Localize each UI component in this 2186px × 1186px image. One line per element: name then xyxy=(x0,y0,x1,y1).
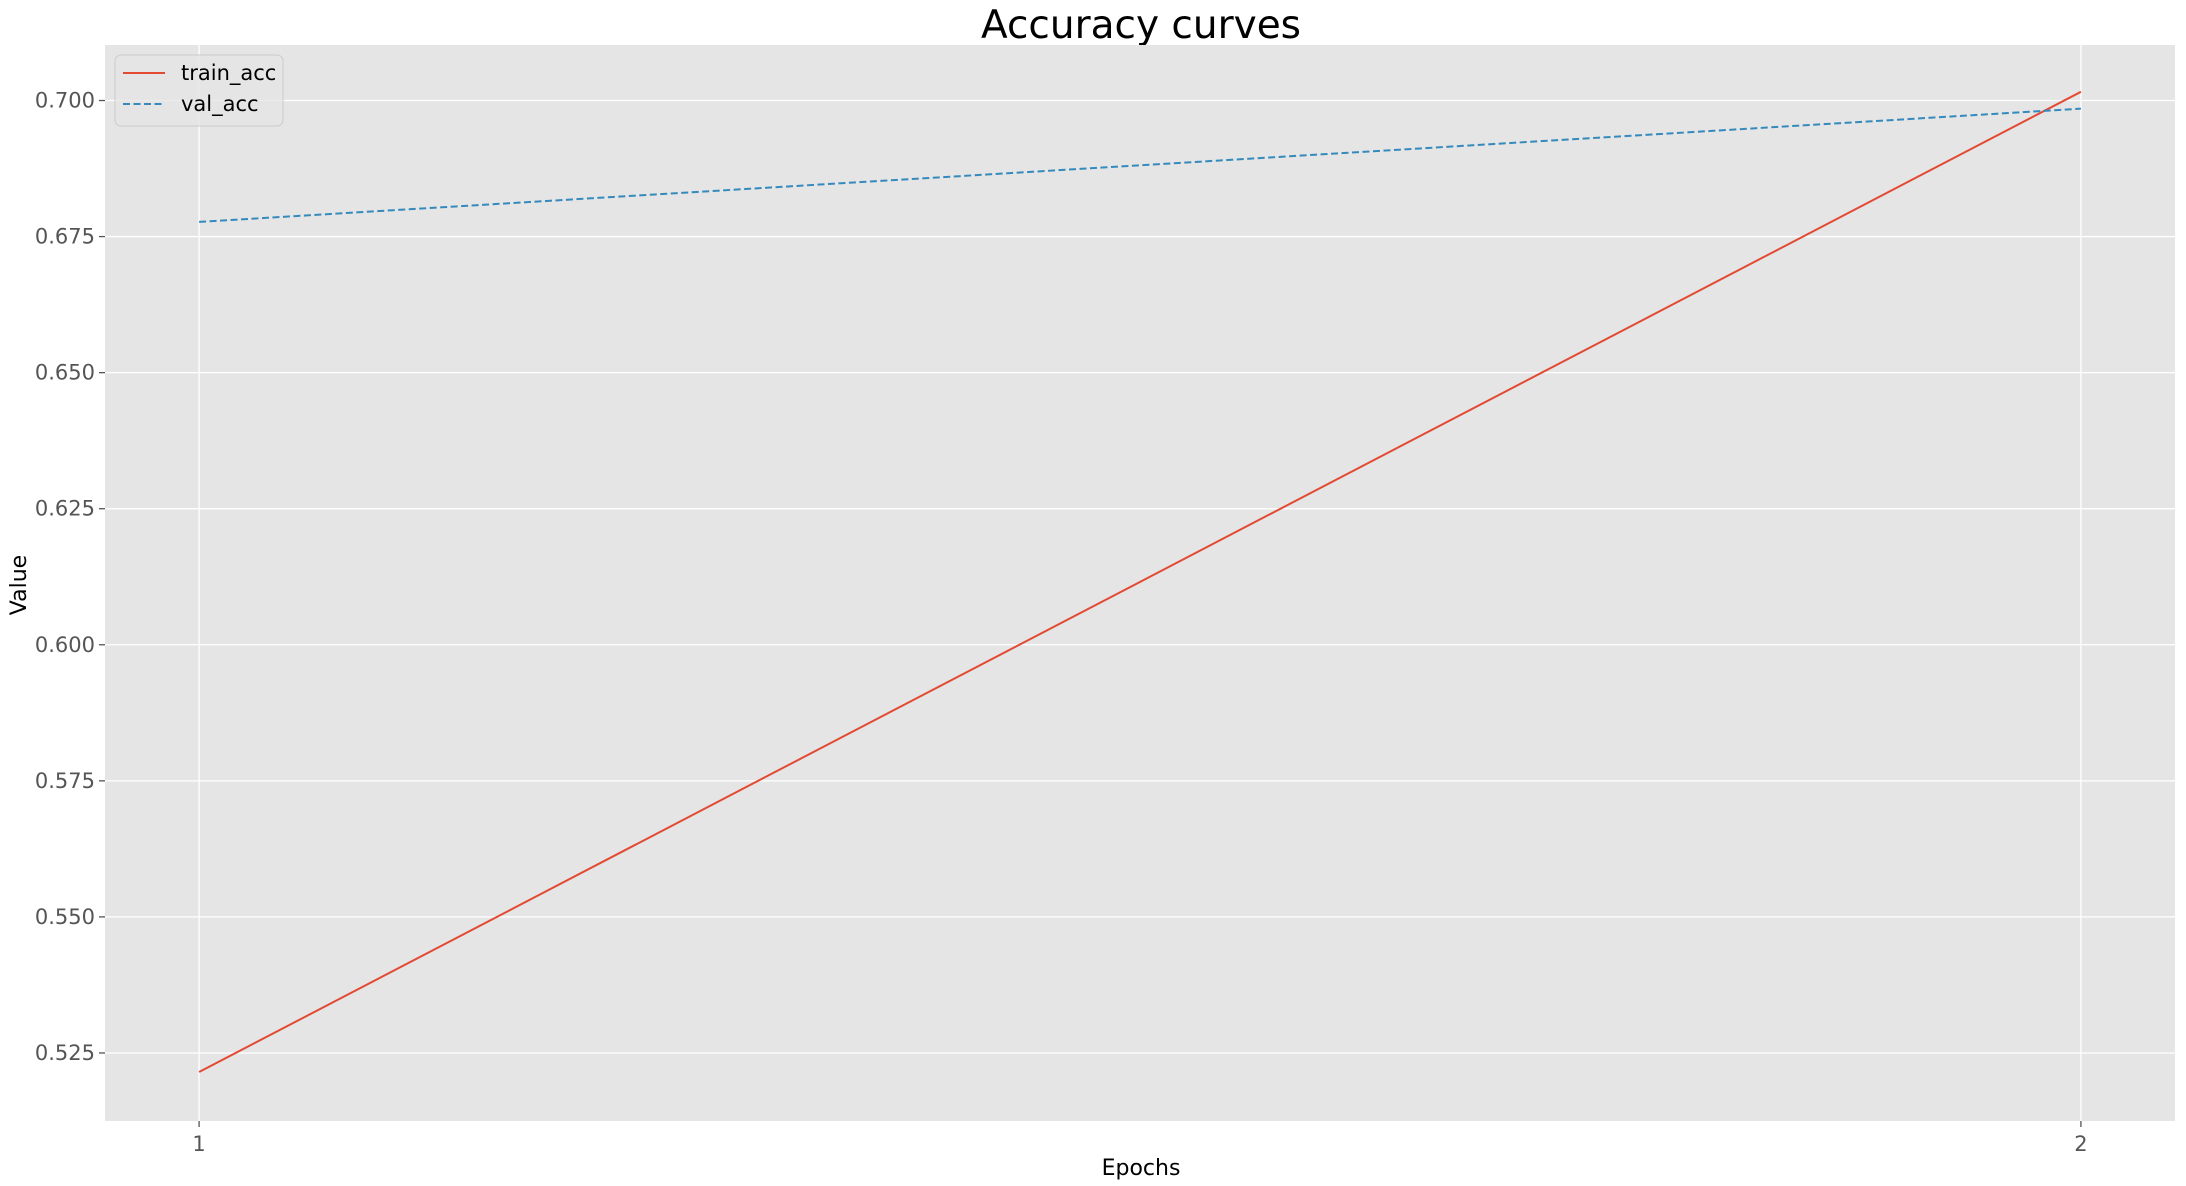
series-layer xyxy=(198,90,2082,1073)
x-tick-label: 1 xyxy=(192,1132,205,1156)
y-tick-label: 0.575 xyxy=(35,769,95,793)
series-line-train-acc xyxy=(198,90,2082,1073)
grid-layer xyxy=(105,45,2175,1121)
legend: train_acc val_acc xyxy=(114,54,284,127)
y-tick-labels: 0.525 0.550 0.575 0.600 0.625 0.650 0.675 0.700 xyxy=(35,89,105,1065)
legend-label-train-acc: train_acc xyxy=(181,61,276,86)
y-tick-label: 0.625 xyxy=(35,497,95,521)
y-tick-label: 0.650 xyxy=(35,361,95,385)
chart-title: Accuracy curves xyxy=(981,3,1301,48)
y-tick-label: 0.700 xyxy=(35,89,95,113)
legend-label-val-acc: val_acc xyxy=(181,92,259,117)
x-axis-label: Epochs xyxy=(1102,1156,1181,1181)
y-axis-label: Value xyxy=(7,555,32,615)
y-tick-label: 0.675 xyxy=(35,225,95,249)
y-tick-label: 0.550 xyxy=(35,905,95,929)
y-tick-label: 0.600 xyxy=(35,633,95,657)
x-tick-label: 2 xyxy=(2074,1132,2087,1156)
y-tick-label: 0.525 xyxy=(35,1041,95,1065)
series-line-val-acc xyxy=(199,107,2081,223)
